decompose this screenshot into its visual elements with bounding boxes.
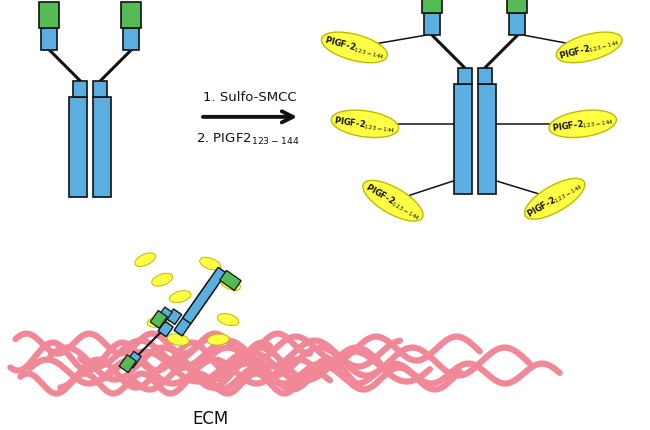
Ellipse shape (148, 316, 169, 328)
Text: PlGF-2$_{123-144}$: PlGF-2$_{123-144}$ (333, 114, 396, 135)
Bar (507, 0, 527, 15)
Bar (458, 69, 472, 85)
Text: PlGF-2$_{123-144}$: PlGF-2$_{123-144}$ (551, 114, 614, 135)
Ellipse shape (217, 314, 239, 326)
Text: PlGF-2$_{123-144}$: PlGF-2$_{123-144}$ (525, 178, 585, 220)
Bar (478, 85, 496, 194)
Bar (119, 355, 136, 373)
Text: PlGF-2$_{123-144}$: PlGF-2$_{123-144}$ (323, 34, 386, 62)
Ellipse shape (363, 181, 423, 221)
Ellipse shape (525, 179, 585, 220)
Bar (454, 85, 472, 194)
Ellipse shape (200, 258, 220, 270)
Ellipse shape (322, 33, 387, 64)
Bar (478, 69, 492, 85)
Ellipse shape (167, 334, 189, 346)
Bar (125, 352, 141, 368)
Ellipse shape (556, 33, 622, 64)
Bar (422, 0, 443, 15)
Bar (158, 322, 173, 337)
Bar (41, 29, 57, 51)
Bar (174, 280, 218, 336)
Bar (150, 311, 167, 329)
Ellipse shape (170, 291, 191, 303)
Bar (220, 271, 241, 291)
Bar (122, 3, 141, 29)
Ellipse shape (220, 277, 240, 291)
Text: PlGF-2$_{123-144}$: PlGF-2$_{123-144}$ (363, 180, 423, 222)
Ellipse shape (207, 334, 229, 345)
Bar (94, 82, 107, 98)
Text: PlGF-2$_{123-144}$: PlGF-2$_{123-144}$ (558, 34, 621, 62)
Text: ECM: ECM (192, 409, 228, 427)
Ellipse shape (332, 111, 398, 138)
Bar (157, 307, 172, 324)
Bar (510, 15, 525, 37)
Bar (183, 267, 226, 324)
Ellipse shape (151, 273, 173, 286)
Bar (39, 3, 59, 29)
Bar (94, 98, 111, 197)
Bar (166, 309, 182, 325)
Bar (73, 82, 87, 98)
Text: 1. Sulfo-SMCC: 1. Sulfo-SMCC (203, 91, 297, 104)
Ellipse shape (135, 253, 155, 267)
Bar (424, 15, 440, 37)
Bar (124, 29, 139, 51)
Ellipse shape (549, 111, 616, 138)
Bar (70, 98, 87, 197)
Text: 2. PIGF2$_{123-144}$: 2. PIGF2$_{123-144}$ (196, 132, 300, 147)
